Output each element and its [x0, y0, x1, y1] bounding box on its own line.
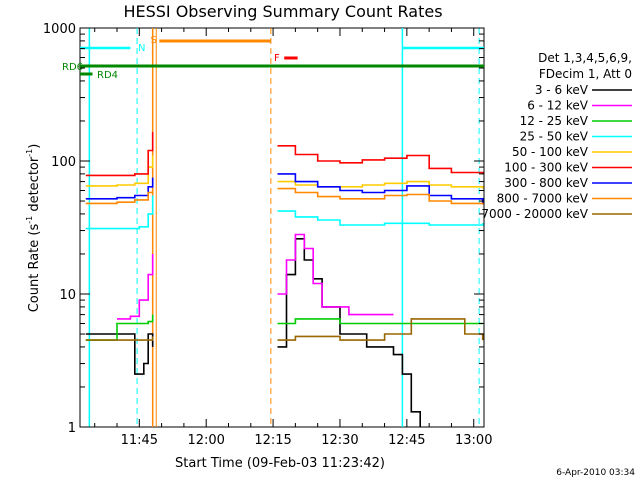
legend-header-1: Det 1,3,4,5,6,9,: [538, 51, 632, 65]
x-tick-label: 12:00: [187, 433, 224, 448]
rd6-marker-label: RD6: [62, 62, 83, 73]
legend-item-label: 7000 - 20000 keV: [481, 207, 588, 221]
legend-item-label: 800 - 7000 keV: [497, 192, 589, 206]
series-line: [85, 318, 484, 341]
legend-item-label: 3 - 6 keV: [535, 83, 589, 97]
series-lines: [85, 132, 484, 427]
rd4-marker-label: RD4: [97, 70, 118, 81]
saa-marker-label: S: [150, 35, 156, 46]
legend-item-label: 100 - 300 keV: [504, 161, 588, 175]
x-axis-label: Start Time (09-Feb-03 11:23:42): [175, 456, 385, 471]
y-tick-label: 10: [59, 288, 76, 303]
night-marker-label: N: [138, 43, 145, 54]
x-tick-label: 12:15: [254, 433, 291, 448]
legend-item-label: 50 - 100 keV: [512, 145, 589, 159]
flare-marker-label: F: [274, 53, 280, 64]
x-tick-label: 12:45: [388, 433, 425, 448]
legend-item-label: 6 - 12 keV: [527, 99, 589, 113]
y-tick-label: 100: [51, 155, 76, 170]
date-stamp: 6-Apr-2010 03:34: [556, 468, 635, 478]
y-label-main: Count Rate (s: [27, 224, 42, 313]
legend-item-label: 12 - 25 keV: [520, 114, 589, 128]
plot-area: [79, 27, 485, 428]
x-tick-label: 11:45: [121, 433, 158, 448]
series-line: [85, 238, 421, 427]
legend-item-label: 300 - 800 keV: [504, 176, 588, 190]
legend: Det 1,3,4,5,6,9, FDecim 1, Att 0 3 - 6 k…: [481, 51, 632, 221]
legend-header-2: FDecim 1, Att 0: [539, 67, 632, 81]
chart-title: HESSI Observing Summary Count Rates: [123, 2, 442, 21]
x-tick-label: 12:30: [321, 433, 358, 448]
series-line: [85, 132, 484, 177]
series-line: [85, 195, 484, 230]
y-tick-label: 1000: [43, 22, 76, 37]
x-tick-label: 13:00: [455, 433, 492, 448]
y-label-sup1: -1: [25, 216, 34, 224]
series-line: [85, 187, 484, 205]
axis-ticks: 11:45 12:00 12:15 12:30 12:45 13:00 1 10 100 1000: [43, 22, 493, 448]
legend-item-label: 25 - 50 keV: [520, 130, 589, 144]
series-line: [85, 314, 483, 341]
y-axis-label: Count Rate (s-1 detector-1): [25, 144, 42, 313]
series-line: [117, 233, 394, 320]
instrument-markers: NS F RD6 RD4: [62, 28, 484, 427]
series-line: [85, 155, 484, 189]
y-label-end: ): [27, 144, 42, 149]
y-label-sup2: -1: [25, 149, 34, 157]
y-label-mid: detector: [27, 156, 42, 216]
series-line: [85, 173, 484, 204]
y-tick-label: 1: [68, 421, 76, 436]
